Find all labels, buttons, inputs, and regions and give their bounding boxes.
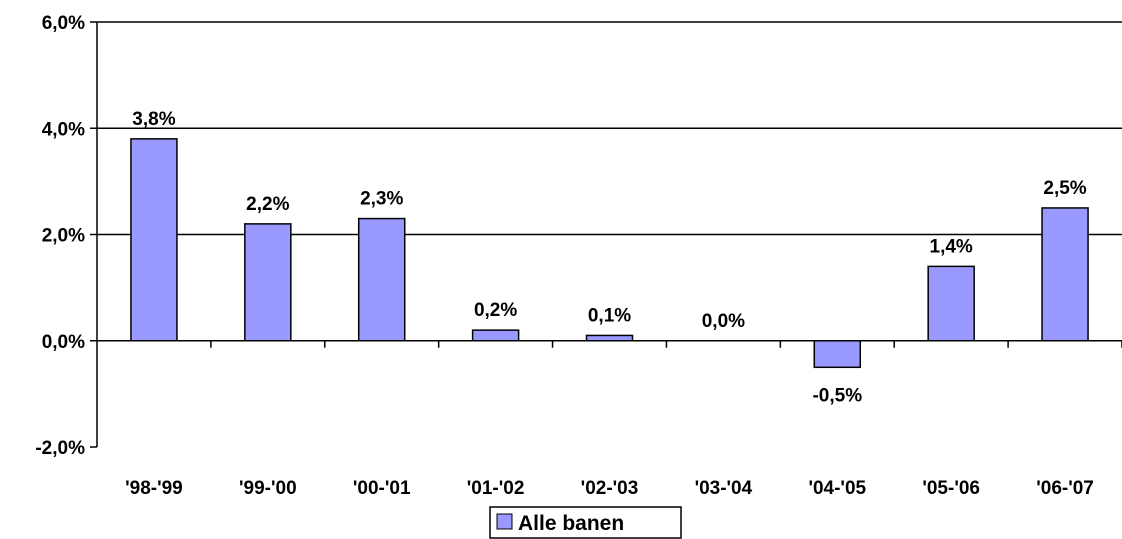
x-tick-label: '99-'00	[239, 478, 297, 499]
data-label: 2,2%	[246, 194, 289, 215]
bars	[130, 138, 1089, 369]
bar	[244, 223, 292, 342]
data-labels: 3,8% 2,2% 2,3% 0,2% 0,1% 0,0% -0,5% 1,4% 2,5%	[132, 109, 1087, 406]
y-tick-labels: -2,0% 0,0% 2,0% 4,0% 6,0%	[35, 13, 85, 459]
bar	[813, 340, 862, 369]
x-tick-labels: '98-'99 '99-'00 '00-'01 '01-'02 '02-'03 '03-'…	[125, 478, 1094, 499]
x-tick-label: '04-'05	[808, 478, 866, 499]
data-label: 1,4%	[930, 236, 973, 257]
legend: Alle banen	[489, 506, 682, 539]
x-tick-label: '06-'07	[1036, 478, 1094, 499]
data-label: 3,8%	[132, 109, 175, 130]
x-tick-label: '03-'04	[695, 478, 753, 499]
x-tick-label: '98-'99	[125, 478, 183, 499]
y-tick-label: 0,0%	[42, 332, 85, 353]
y-tick-label: 2,0%	[42, 226, 85, 247]
y-tick-label: 4,0%	[42, 119, 85, 140]
x-tick-label: '01-'02	[467, 478, 525, 499]
bar	[927, 265, 975, 342]
legend-label: Alle banen	[518, 512, 624, 535]
data-label: 2,3%	[360, 189, 403, 210]
bar	[1041, 207, 1089, 342]
bar	[585, 334, 634, 342]
bar	[357, 217, 406, 342]
x-tick-label: '02-'03	[581, 478, 639, 499]
data-label: 0,2%	[474, 300, 517, 321]
data-label: -0,5%	[812, 385, 862, 406]
data-label: 0,0%	[702, 311, 745, 332]
data-label: 2,5%	[1043, 178, 1086, 199]
y-tick-label: 6,0%	[42, 13, 85, 34]
legend-swatch	[496, 513, 513, 530]
bar	[471, 329, 520, 342]
data-label: 0,1%	[588, 305, 631, 326]
x-tick-label: '05-'06	[922, 478, 980, 499]
legend-box	[489, 506, 682, 539]
bar	[130, 138, 178, 342]
x-tick-label: '00-'01	[353, 478, 411, 499]
y-tick-label: -2,0%	[35, 438, 85, 459]
